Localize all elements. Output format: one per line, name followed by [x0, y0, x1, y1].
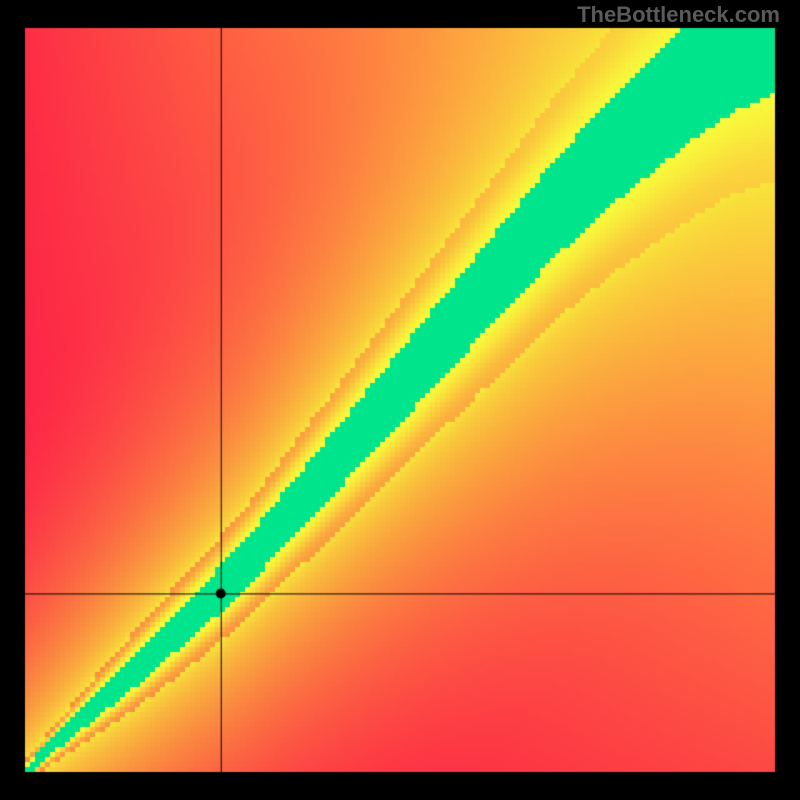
attribution-text: TheBottleneck.com: [577, 2, 780, 28]
heatmap-canvas: [0, 0, 800, 800]
